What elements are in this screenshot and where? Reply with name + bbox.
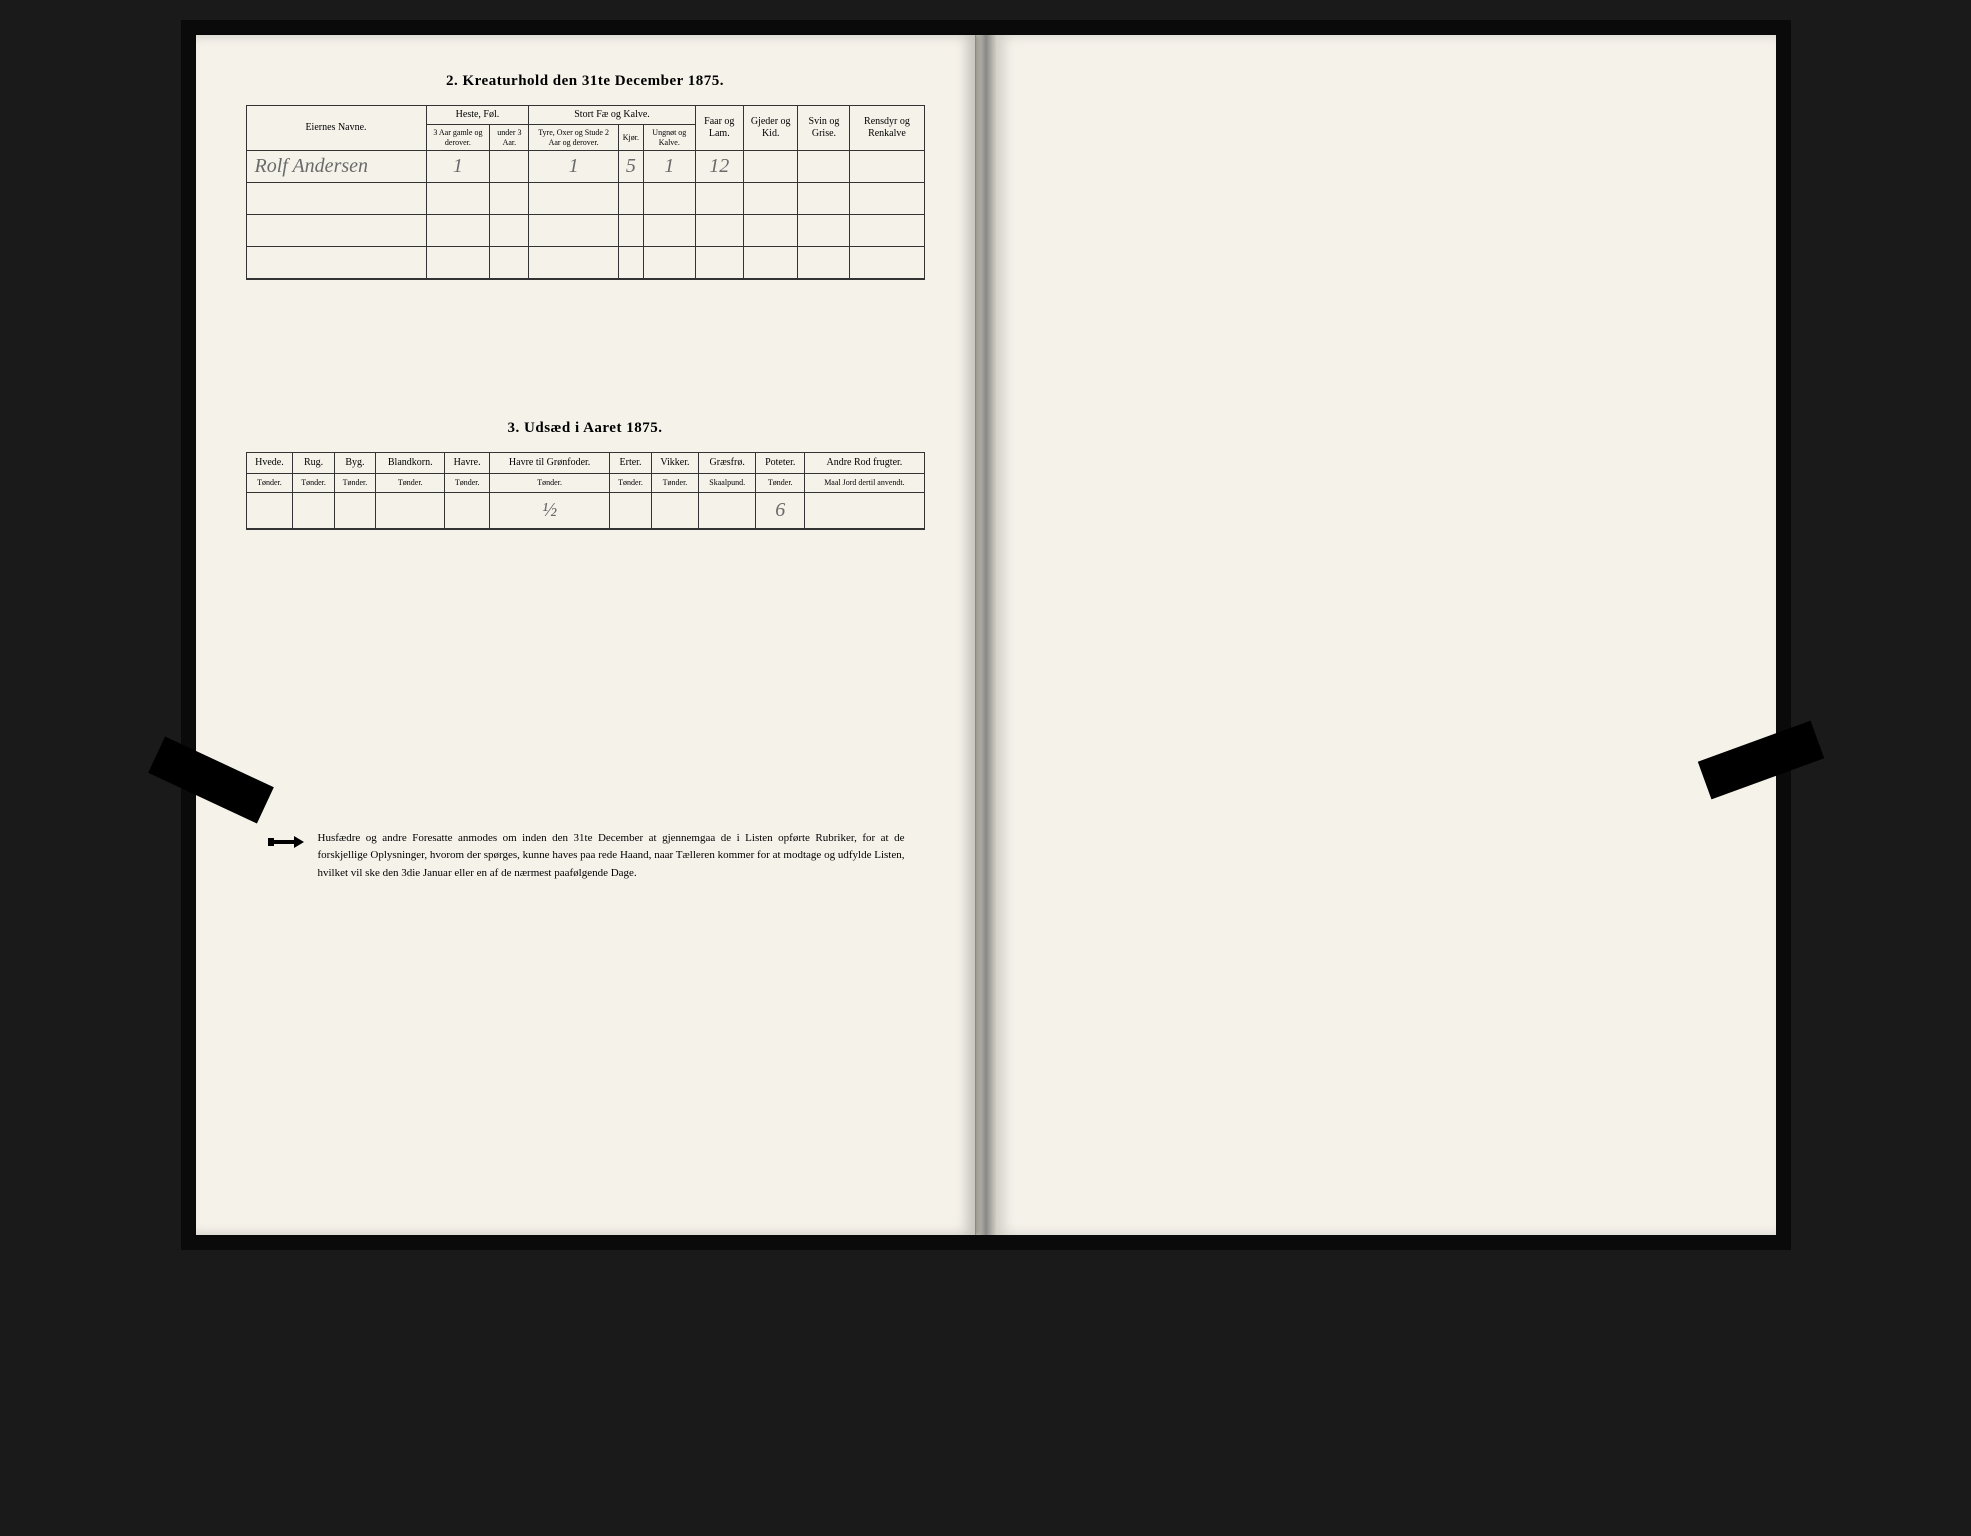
unit: Tønder.: [445, 474, 490, 493]
cell: [651, 492, 699, 528]
cell-stort1: 1: [529, 151, 618, 183]
col-heste2: under 3 Aar.: [490, 125, 529, 151]
table-row: Rolf Andersen 1 1 5 1 12: [246, 151, 924, 183]
section1-title: 2. Kreaturhold den 31te December 1875.: [246, 73, 925, 90]
cell-gjeder: [743, 151, 798, 183]
cell: [376, 492, 445, 528]
col-stort: Stort Fæ og Kalve.: [529, 106, 695, 125]
book-spread: 2. Kreaturhold den 31te December 1875. E…: [181, 20, 1791, 1250]
section2-title: 3. Udsæd i Aaret 1875.: [246, 420, 925, 437]
col-stort2: Kjør.: [618, 125, 643, 151]
cell: ½: [489, 492, 609, 528]
col-gjeder: Gjeder og Kid.: [743, 106, 798, 151]
table-row: ½ 6: [246, 492, 924, 528]
col-blandkorn: Blandkorn.: [376, 453, 445, 474]
unit: Tønder.: [246, 474, 293, 493]
livestock-table: Eiernes Navne. Heste, Føl. Stort Fæ og K…: [246, 105, 925, 279]
cell-name: Rolf Andersen: [246, 151, 426, 183]
col-byg: Byg.: [334, 453, 375, 474]
unit: Tønder.: [489, 474, 609, 493]
cell: [246, 492, 293, 528]
col-graesfro: Græsfrø.: [699, 453, 756, 474]
col-hvede: Hvede.: [246, 453, 293, 474]
cell: [293, 492, 334, 528]
cell: [334, 492, 375, 528]
cell-stort3: 1: [643, 151, 695, 183]
col-heste1: 3 Aar gamle og derover.: [426, 125, 490, 151]
col-havregron: Havre til Grønfoder.: [489, 453, 609, 474]
book-spine: [976, 35, 996, 1235]
unit: Tønder.: [756, 474, 805, 493]
unit: Tønder.: [651, 474, 699, 493]
seeding-table: Hvede. Rug. Byg. Blandkorn. Havre. Havre…: [246, 452, 925, 529]
col-erter: Erter.: [610, 453, 651, 474]
cell: [445, 492, 490, 528]
col-svin: Svin og Grise.: [798, 106, 850, 151]
cell: [699, 492, 756, 528]
col-vikker: Vikker.: [651, 453, 699, 474]
cell: 6: [756, 492, 805, 528]
right-page: [996, 35, 1776, 1235]
col-heste: Heste, Føl.: [426, 106, 529, 125]
footer-note: Husfædre og andre Foresatte anmodes om i…: [246, 830, 925, 883]
cell-heste2: [490, 151, 529, 183]
col-havre: Havre.: [445, 453, 490, 474]
cell-heste1: 1: [426, 151, 490, 183]
left-page: 2. Kreaturhold den 31te December 1875. E…: [196, 35, 976, 1235]
table-row: [246, 247, 924, 279]
unit: Tønder.: [293, 474, 334, 493]
unit: Tønder.: [610, 474, 651, 493]
table-row: [246, 183, 924, 215]
col-faar: Faar og Lam.: [695, 106, 743, 151]
cell-svin: [798, 151, 850, 183]
col-poteter: Poteter.: [756, 453, 805, 474]
col-stort3: Ungnøt og Kalve.: [643, 125, 695, 151]
table-row: [246, 215, 924, 247]
col-name: Eiernes Navne.: [246, 106, 426, 151]
cell: [610, 492, 651, 528]
col-rug: Rug.: [293, 453, 334, 474]
cell-rensdyr: [850, 151, 924, 183]
unit: Tønder.: [334, 474, 375, 493]
unit: Maal Jord dertil anvendt.: [805, 474, 924, 493]
col-rensdyr: Rensdyr og Renkalve: [850, 106, 924, 151]
pointing-hand-icon: [266, 832, 306, 852]
cell-faar: 12: [695, 151, 743, 183]
unit: Skaalpund.: [699, 474, 756, 493]
cell: [805, 492, 924, 528]
divider: [246, 529, 925, 530]
col-stort1: Tyre, Oxer og Stude 2 Aar og derover.: [529, 125, 618, 151]
cell-stort2: 5: [618, 151, 643, 183]
section2: 3. Udsæd i Aaret 1875. Hvede. Rug. Byg. …: [246, 420, 925, 530]
footer-text: Husfædre og andre Foresatte anmodes om i…: [318, 830, 905, 883]
unit: Tønder.: [376, 474, 445, 493]
col-andre: Andre Rod frugter.: [805, 453, 924, 474]
divider: [246, 279, 925, 280]
